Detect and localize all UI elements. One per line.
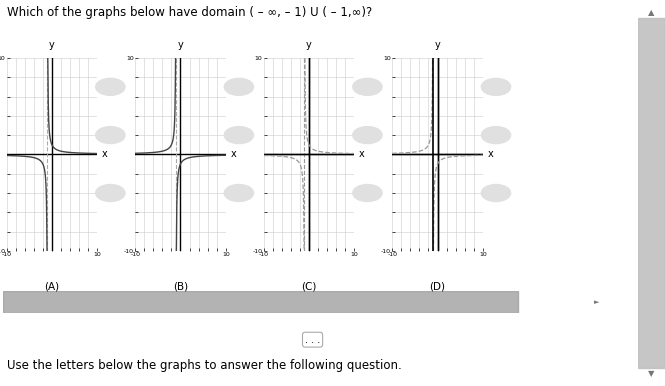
Text: y: y	[306, 40, 312, 50]
Text: ►: ►	[595, 299, 600, 305]
Text: y: y	[178, 40, 184, 50]
Text: ⊖: ⊖	[107, 130, 114, 140]
Text: ⊖: ⊖	[364, 130, 371, 140]
Text: ⊕: ⊕	[235, 82, 243, 91]
Text: . . .: . . .	[305, 335, 320, 345]
Text: ⊖: ⊖	[493, 130, 499, 140]
Text: y: y	[49, 40, 55, 50]
Text: ⊖: ⊖	[235, 130, 243, 140]
Text: x: x	[102, 149, 108, 159]
Text: ⧉: ⧉	[494, 190, 498, 196]
Text: ⧉: ⧉	[108, 190, 112, 196]
Text: ⧉: ⧉	[237, 190, 241, 196]
Text: (C): (C)	[301, 282, 317, 292]
Text: ⊕: ⊕	[493, 82, 499, 91]
Text: Use the letters below the graphs to answer the following question.: Use the letters below the graphs to answ…	[7, 359, 402, 372]
Text: ▲: ▲	[648, 8, 655, 17]
Text: (A): (A)	[45, 282, 59, 292]
Text: y: y	[435, 40, 440, 50]
Text: (B): (B)	[173, 282, 188, 292]
Text: x: x	[359, 149, 364, 159]
Text: Which of the graphs below have domain ( – ∞, – 1) U ( – 1,∞)?: Which of the graphs below have domain ( …	[7, 6, 372, 19]
Text: x: x	[487, 149, 493, 159]
Bar	[3, 291, 518, 313]
Text: ⊕: ⊕	[107, 82, 114, 91]
Text: (D): (D)	[430, 282, 446, 292]
Text: x: x	[230, 149, 236, 159]
Text: ▼: ▼	[648, 369, 655, 378]
Text: ⊕: ⊕	[364, 82, 371, 91]
Text: ⧉: ⧉	[365, 190, 370, 196]
